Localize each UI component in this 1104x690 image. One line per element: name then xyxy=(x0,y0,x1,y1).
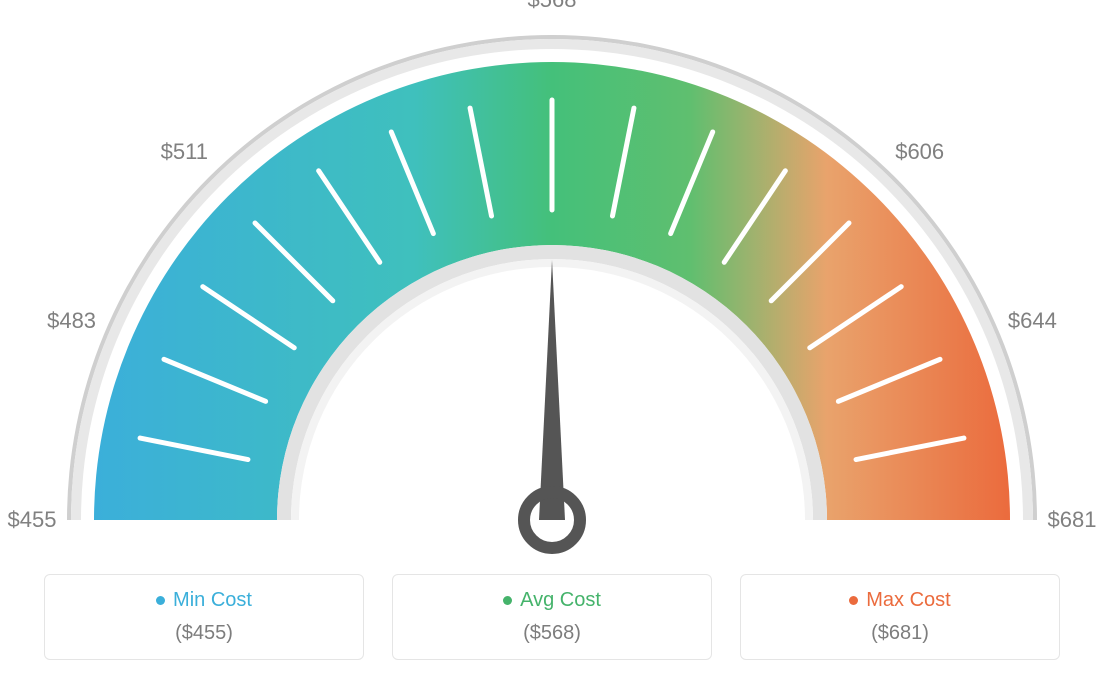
scale-label-568: $568 xyxy=(528,0,577,13)
legend-label-avg: Avg Cost xyxy=(503,589,601,612)
legend-label-max: Max Cost xyxy=(849,589,950,612)
legend-box-avg: Avg Cost ($568) xyxy=(392,574,712,660)
legend-text-max: Max Cost xyxy=(866,589,950,612)
scale-label-511: $511 xyxy=(161,139,208,165)
cost-gauge: $455 $483 $511 $568 $606 $644 $681 xyxy=(0,0,1104,570)
legend-dot-avg xyxy=(503,596,512,605)
scale-label-644: $644 xyxy=(1008,308,1057,334)
legend-text-min: Min Cost xyxy=(173,589,252,612)
legend-box-max: Max Cost ($681) xyxy=(740,574,1060,660)
legend-value-avg: ($568) xyxy=(403,622,701,645)
legend-value-min: ($455) xyxy=(55,622,353,645)
legend-text-avg: Avg Cost xyxy=(520,589,601,612)
gauge-svg xyxy=(0,0,1104,570)
scale-label-606: $606 xyxy=(895,139,944,165)
legend-value-max: ($681) xyxy=(751,622,1049,645)
legend-dot-max xyxy=(849,596,858,605)
legend-box-min: Min Cost ($455) xyxy=(44,574,364,660)
legend-row: Min Cost ($455) Avg Cost ($568) Max Cost… xyxy=(0,574,1104,660)
legend-label-min: Min Cost xyxy=(156,589,252,612)
scale-label-455: $455 xyxy=(8,507,57,533)
legend-dot-min xyxy=(156,596,165,605)
scale-label-483: $483 xyxy=(47,308,96,334)
scale-label-681: $681 xyxy=(1048,507,1097,533)
